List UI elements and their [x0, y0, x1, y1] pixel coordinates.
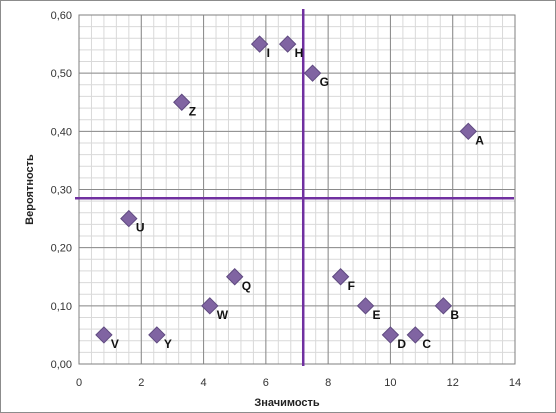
data-point-marker: [434, 297, 453, 315]
data-point-marker: [459, 122, 477, 141]
data-point-marker: [303, 64, 322, 82]
y-axis-tick-labels: 0,00 0,10 0,20 0,30 0,40 0,50 0,60: [51, 10, 72, 371]
data-point-label: E: [373, 308, 381, 322]
y-tick-label: 0,40: [51, 126, 72, 138]
data-point-label: G: [320, 75, 329, 89]
data-point-label: A: [475, 133, 484, 147]
x-tick-label: 0: [76, 377, 82, 389]
y-tick-label: 0,60: [51, 10, 72, 22]
data-point-label: U: [136, 221, 145, 235]
data-point-label: Z: [189, 104, 196, 118]
data-point-label: I: [267, 46, 270, 60]
data-point-marker: [95, 326, 113, 344]
data-point-label: Y: [164, 337, 172, 351]
y-axis-title: Вероятность: [24, 154, 36, 225]
data-point-marker: [226, 268, 244, 286]
data-point-label: V: [111, 337, 119, 351]
plot-area-border: [78, 14, 516, 365]
data-point-marker: [120, 209, 138, 228]
x-tick-label: 8: [325, 377, 331, 389]
data-point-label: Q: [242, 279, 251, 293]
x-tick-label: 10: [384, 377, 396, 389]
data-point-marker: [331, 268, 350, 286]
data-point-label: W: [217, 308, 229, 322]
data-point-label: D: [397, 337, 406, 351]
data-point-marker: [356, 297, 375, 315]
data-point-marker: [201, 297, 219, 315]
data-point-label: C: [422, 337, 431, 351]
data-point-marker: [406, 326, 425, 344]
y-tick-label: 0,30: [51, 185, 72, 197]
y-tick-label: 0,50: [51, 68, 72, 80]
x-tick-label: 2: [138, 377, 144, 389]
data-point-label: F: [348, 279, 355, 293]
x-axis-title: Значимость: [254, 397, 320, 409]
data-point-marker: [381, 326, 400, 344]
data-point-marker: [148, 326, 166, 344]
reference-lines: [75, 9, 514, 366]
y-tick-label: 0,00: [51, 359, 72, 371]
data-point-label: B: [450, 308, 459, 322]
data-point-marker: [250, 35, 269, 53]
data-point-marker: [278, 35, 297, 53]
data-point-label: H: [295, 46, 304, 60]
x-tick-label: 4: [201, 377, 207, 389]
y-tick-label: 0,20: [51, 243, 72, 255]
x-axis-tick-labels: 0 2 4 6 8 10 12 14: [76, 377, 521, 389]
data-points: A B C D E F G H I Q W Z Y U V: [95, 35, 484, 351]
x-tick-label: 14: [509, 377, 521, 389]
x-tick-label: 12: [447, 377, 459, 389]
data-point-marker: [173, 93, 191, 111]
y-tick-label: 0,10: [51, 301, 72, 313]
x-tick-label: 6: [263, 377, 269, 389]
